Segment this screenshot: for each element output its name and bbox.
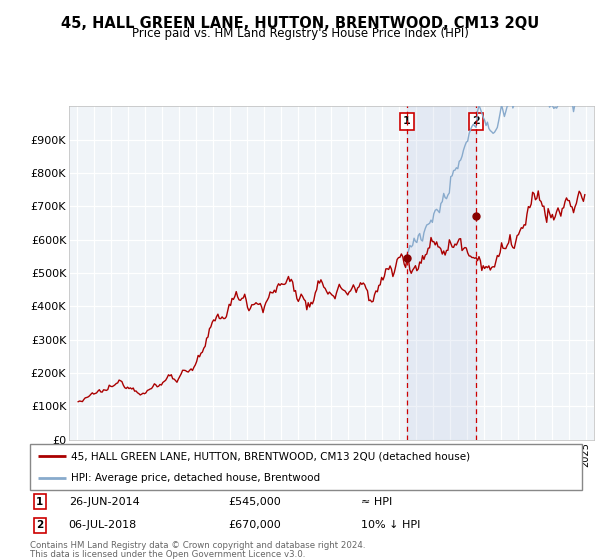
Text: 1: 1 [403, 116, 411, 127]
Text: 06-JUL-2018: 06-JUL-2018 [68, 520, 137, 530]
Text: 45, HALL GREEN LANE, HUTTON, BRENTWOOD, CM13 2QU (detached house): 45, HALL GREEN LANE, HUTTON, BRENTWOOD, … [71, 451, 470, 461]
Text: 45, HALL GREEN LANE, HUTTON, BRENTWOOD, CM13 2QU: 45, HALL GREEN LANE, HUTTON, BRENTWOOD, … [61, 16, 539, 31]
Text: This data is licensed under the Open Government Licence v3.0.: This data is licensed under the Open Gov… [30, 550, 305, 559]
Text: 2: 2 [37, 520, 44, 530]
FancyBboxPatch shape [30, 444, 582, 490]
Text: ≈ HPI: ≈ HPI [361, 497, 392, 507]
Text: 26-JUN-2014: 26-JUN-2014 [68, 497, 139, 507]
Text: £545,000: £545,000 [229, 497, 281, 507]
Bar [407, 106, 476, 440]
Text: 2: 2 [472, 116, 480, 127]
Text: Contains HM Land Registry data © Crown copyright and database right 2024.: Contains HM Land Registry data © Crown c… [30, 541, 365, 550]
Text: 10% ↓ HPI: 10% ↓ HPI [361, 520, 421, 530]
Text: Price paid vs. HM Land Registry's House Price Index (HPI): Price paid vs. HM Land Registry's House … [131, 27, 469, 40]
Text: 1: 1 [37, 497, 44, 507]
Text: £670,000: £670,000 [229, 520, 281, 530]
Text: HPI: Average price, detached house, Brentwood: HPI: Average price, detached house, Bren… [71, 473, 320, 483]
